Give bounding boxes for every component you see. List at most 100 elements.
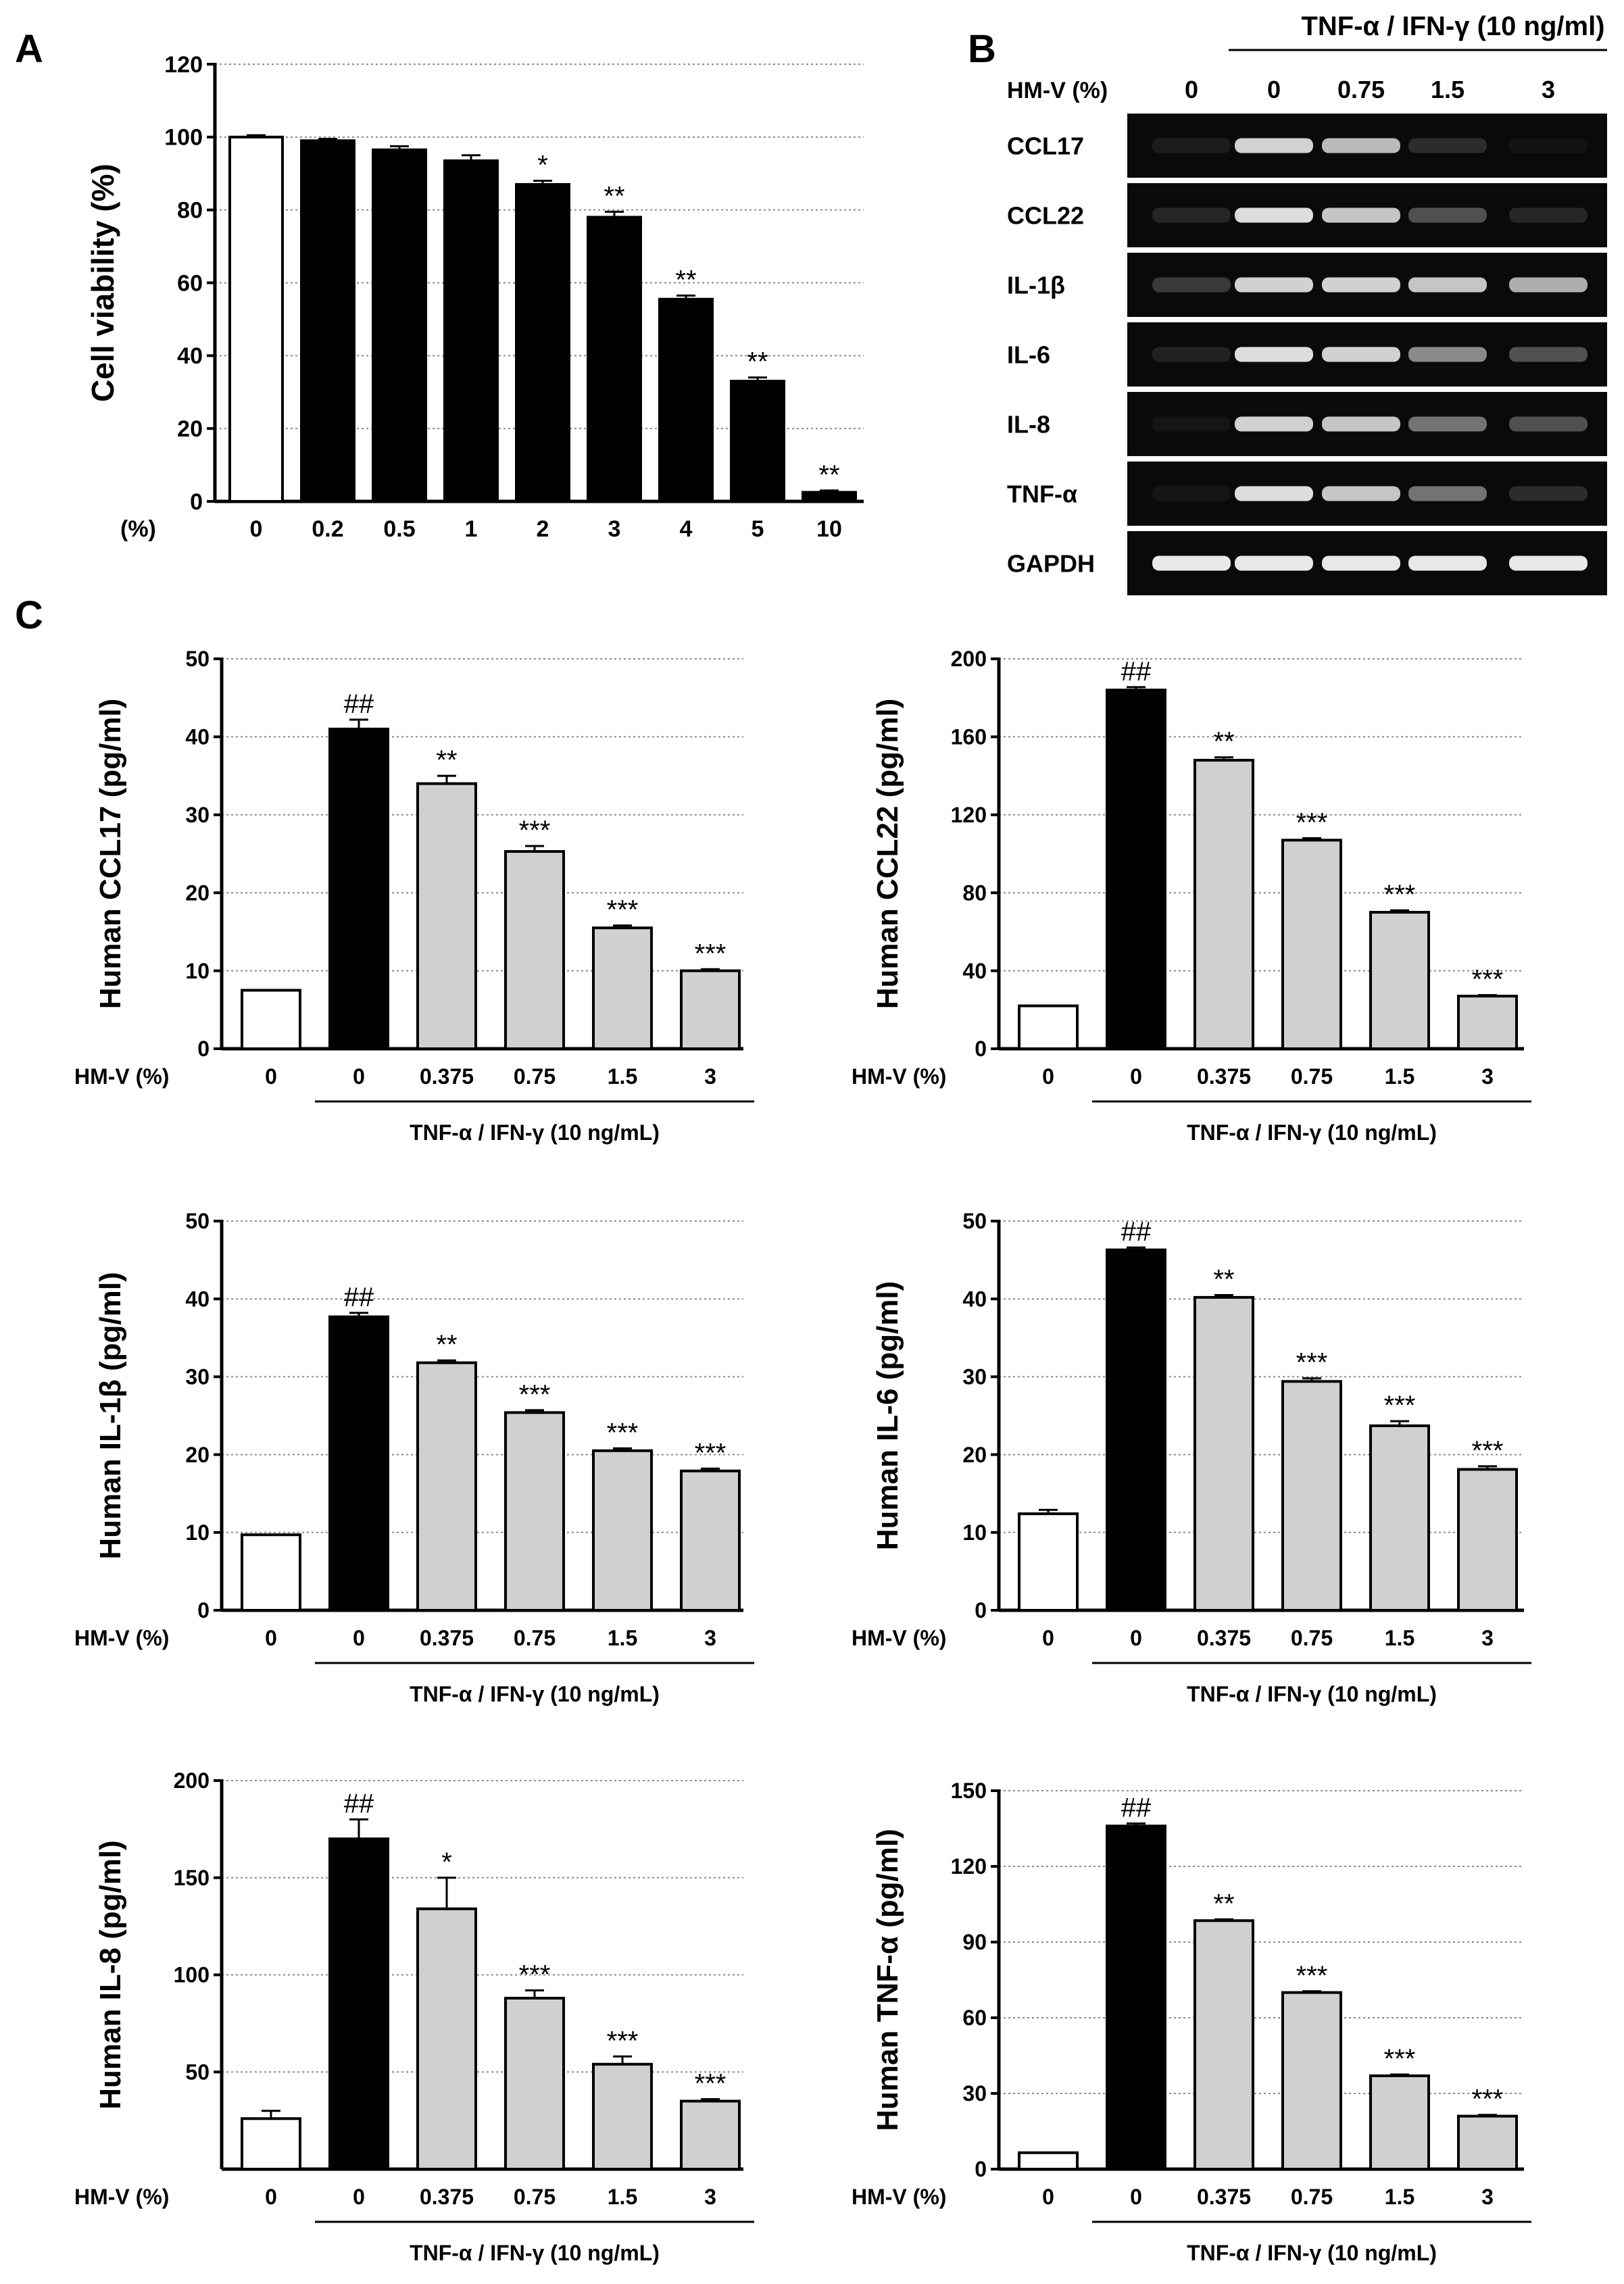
x-tick-label: 1.5 — [1385, 1064, 1414, 1089]
x-tick-label: 3 — [1481, 1064, 1494, 1089]
y-tick-label: 0 — [975, 1037, 987, 1061]
significance-label: ## — [344, 689, 374, 719]
panel-letter-b: B — [968, 27, 996, 71]
bar — [1457, 1468, 1518, 1612]
bar — [504, 850, 565, 1050]
y-tick-label: 160 — [951, 725, 987, 749]
significance-label: ** — [747, 347, 768, 377]
significance-label: ** — [604, 181, 624, 211]
bar — [802, 491, 857, 503]
hmv-label: HM-V (%) — [74, 2185, 169, 2209]
bar — [515, 182, 570, 503]
hmv-label: HM-V (%) — [852, 2185, 946, 2209]
x-tick-label: 1.5 — [1385, 2185, 1414, 2209]
y-tick-label: 10 — [185, 959, 210, 983]
y-tick-label: 200 — [174, 1768, 210, 1793]
gel-band — [1509, 138, 1588, 153]
gel-band — [1509, 486, 1588, 501]
gel-lane-label: 0 — [1267, 76, 1281, 103]
y-axis-label: Human IL-1β (pg/ml) — [94, 1272, 127, 1559]
y-tick-label: 30 — [185, 803, 210, 827]
y-tick-label: 0 — [197, 1598, 210, 1622]
y-tick-label: 80 — [962, 880, 987, 905]
treatment-label: TNF-α / IFN-γ (10 ng/mL) — [1187, 1682, 1437, 1706]
x-tick-label: 3 — [704, 1064, 716, 1089]
x-tick-label: 3 — [704, 1626, 716, 1650]
bar — [587, 216, 642, 503]
x-tick-label: 1.5 — [608, 1626, 637, 1650]
x-tick-label: 0.5 — [383, 516, 415, 542]
y-tick-label: 40 — [962, 1287, 987, 1311]
bar — [328, 1837, 389, 2170]
chart-ccl22: 0 40 80 120 160 200 Human CCL22 (pg/ml) 0 ## 0 ** 0… — [852, 647, 1531, 1145]
x-tick-label: 0 — [353, 2185, 365, 2209]
significance-label: ## — [344, 1789, 374, 1819]
bar — [592, 1449, 653, 1612]
bar — [1194, 759, 1254, 1051]
bar — [680, 2100, 741, 2170]
significance-label: *** — [519, 816, 551, 845]
significance-label: ** — [818, 460, 839, 490]
significance-label: *** — [519, 1960, 551, 1990]
bar — [416, 1907, 477, 2170]
treatment-label: TNF-α / IFN-γ (10 ng/mL) — [1187, 1120, 1437, 1145]
significance-label: *** — [1296, 1961, 1328, 1991]
panel-letter-a: A — [15, 27, 43, 71]
gel-gene-label: TNF-α — [1007, 480, 1077, 508]
bar — [1369, 911, 1430, 1051]
y-tick-label: 20 — [962, 1443, 987, 1467]
bar — [1106, 689, 1166, 1050]
y-tick-label: 20 — [185, 880, 210, 905]
gel-panel: TNF-α / IFN-γ (10 ng/ml) HM-V (%) 0 0 0.75 1.… — [1007, 11, 1607, 595]
y-tick-label: 150 — [951, 1779, 987, 1803]
y-tick-label: 30 — [962, 1365, 987, 1389]
hmv-label: HM-V (%) — [852, 1064, 946, 1089]
chart-cell-viability: 0 20 40 60 80 100 120 Cell viability (%) 0 0.2 0.5… — [85, 52, 864, 542]
x-tick-label: 0 — [1130, 2185, 1142, 2209]
bar — [241, 989, 301, 1050]
gel-band — [1322, 416, 1400, 432]
y-tick-label: 0 — [975, 2157, 987, 2181]
y-tick-label: 40 — [185, 725, 210, 749]
bar — [1369, 2074, 1430, 2171]
y-axis-label: Human IL-8 (pg/ml) — [94, 1840, 127, 2109]
gel-band — [1152, 416, 1231, 432]
significance-label: * — [441, 1847, 452, 1877]
y-tick-label: 50 — [185, 1209, 210, 1233]
significance-label: *** — [1472, 2085, 1504, 2114]
gel-treatment-label: TNF-α / IFN-γ (10 ng/ml) — [1301, 11, 1604, 41]
significance-label: *** — [607, 1418, 639, 1447]
treatment-label: TNF-α / IFN-γ (10 ng/mL) — [410, 2241, 660, 2265]
x-tick-label: 1.5 — [1385, 1626, 1414, 1650]
bar — [416, 1361, 477, 1612]
y-tick-label: 20 — [177, 416, 203, 442]
bar — [504, 1997, 565, 2170]
significance-label: * — [537, 151, 548, 180]
y-tick-label: 30 — [962, 2081, 987, 2106]
bar — [658, 297, 714, 503]
x-tick-label: 0.375 — [1197, 1626, 1251, 1650]
bar — [1106, 1248, 1166, 1612]
gel-band — [1152, 486, 1231, 501]
bar — [328, 727, 389, 1050]
significance-label: ## — [1121, 1793, 1152, 1823]
y-tick-label: 150 — [174, 1866, 210, 1890]
significance-label: ## — [1121, 657, 1152, 687]
gel-gene-label: CCL22 — [1007, 202, 1084, 230]
significance-label: *** — [607, 895, 639, 925]
bar — [1369, 1424, 1430, 1612]
x-tick-label: 3 — [608, 516, 621, 542]
bar — [730, 380, 785, 503]
x-tick-label: 0 — [265, 2185, 277, 2209]
y-tick-label: 100 — [164, 125, 203, 151]
x-axis-label: (%) — [120, 516, 156, 542]
x-tick-label: 1.5 — [608, 2185, 637, 2209]
gel-band — [1322, 486, 1400, 501]
bar — [372, 148, 427, 503]
bar — [1281, 1991, 1342, 2171]
gel-band — [1235, 277, 1313, 293]
y-tick-label: 10 — [185, 1520, 210, 1545]
bar — [1457, 995, 1518, 1050]
bar — [1018, 1004, 1079, 1051]
